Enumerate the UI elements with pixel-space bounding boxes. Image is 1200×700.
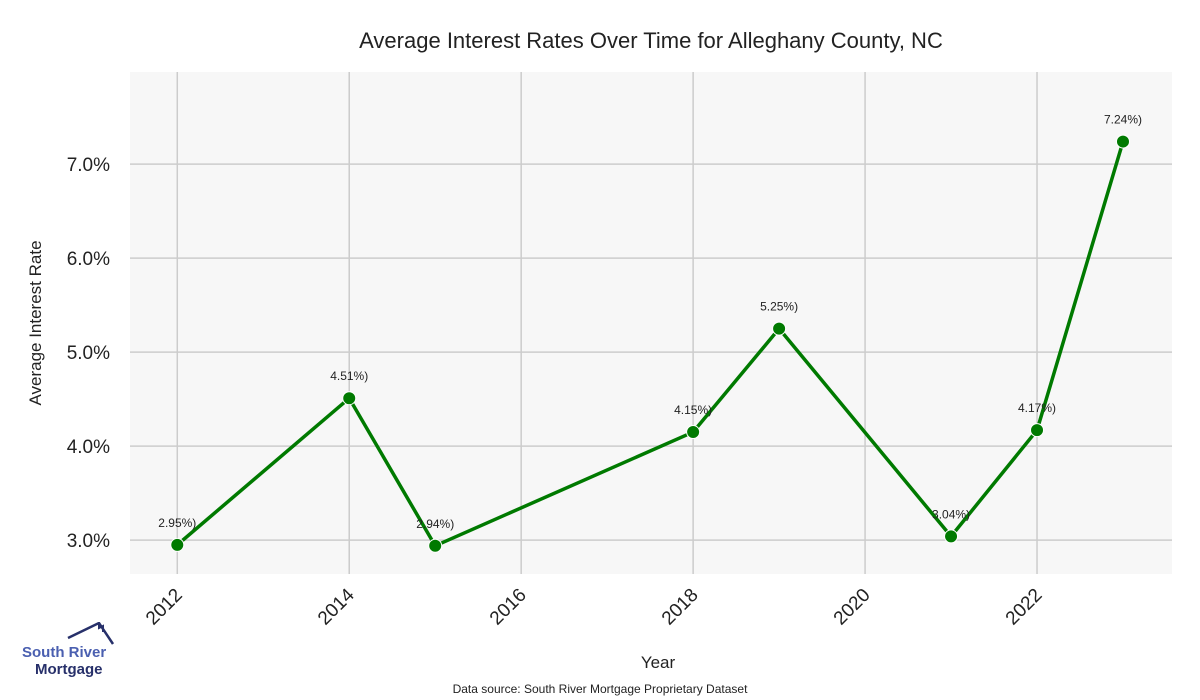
data-label: 4.51%): [330, 369, 368, 383]
chart-title: Average Interest Rates Over Time for All…: [359, 28, 943, 53]
data-label: 4.17%): [1018, 401, 1056, 415]
x-tick-label: 2012: [142, 585, 187, 630]
data-point: [428, 538, 443, 553]
data-point: [342, 391, 357, 406]
data-label: 5.25%): [760, 300, 798, 314]
data-label: 2.95%): [158, 516, 196, 530]
data-point: [772, 321, 787, 336]
x-tick-label: 2018: [658, 585, 703, 630]
y-tick-label: 4.0%: [67, 437, 110, 458]
data-label: 7.24%): [1104, 113, 1142, 127]
data-label: 3.04%): [932, 507, 970, 521]
y-axis-label: Average Interest Rate: [26, 240, 45, 405]
south-river-mortgage-logo: South River Mortgage: [22, 622, 122, 682]
y-tick-label: 7.0%: [67, 155, 110, 176]
x-tick-label: 2016: [486, 585, 531, 630]
data-label: 4.15%): [674, 403, 712, 417]
logo-line2: Mortgage: [35, 661, 103, 678]
series-line: [176, 141, 1125, 548]
y-tick-label: 3.0%: [67, 531, 110, 552]
y-tick-label: 6.0%: [67, 249, 110, 270]
data-point: [1030, 423, 1045, 438]
x-tick-label: 2022: [1002, 585, 1047, 630]
data-point: [170, 537, 185, 552]
x-tick-label: 2014: [314, 584, 359, 629]
logo-line1: South River: [22, 644, 107, 661]
x-axis-label: Year: [641, 653, 676, 672]
data-source-note: Data source: South River Mortgage Propri…: [453, 682, 748, 696]
data-point: [944, 529, 959, 544]
x-tick-label: 2020: [830, 585, 875, 630]
y-tick-label: 5.0%: [67, 343, 110, 364]
data-label: 2.94%): [416, 517, 454, 531]
data-point: [1115, 134, 1130, 149]
house-roof-icon: [67, 622, 115, 645]
plot-area: [130, 72, 1172, 574]
data-point: [686, 425, 701, 440]
